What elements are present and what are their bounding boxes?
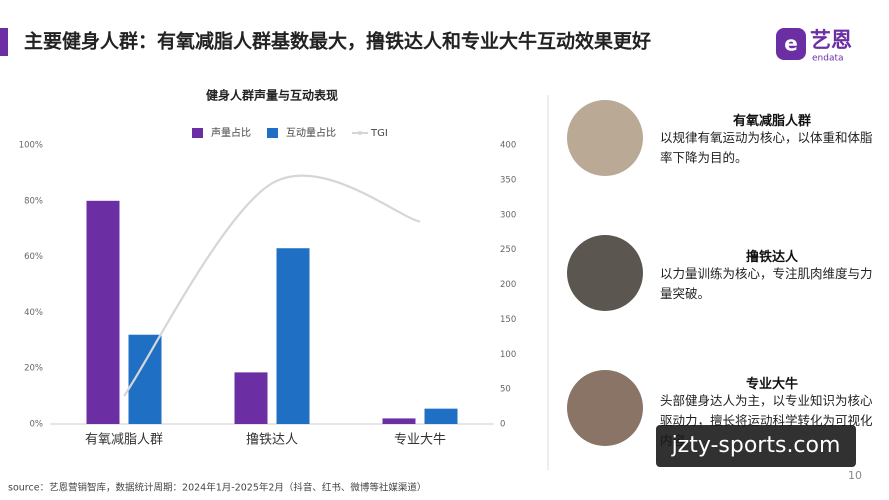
profile-title: 专业大牛 <box>745 377 798 392</box>
y2-tick-label: 300 <box>500 210 516 220</box>
y-tick-label: 0% <box>30 420 44 430</box>
profile-description: 以力量训练为核心，专注肌肉维度与力量突破。 <box>660 266 873 301</box>
source: source：艺恩营销智库，数据统计周期：2024年1月-2025年2月（抖音、… <box>8 482 426 494</box>
logo-icon-letter: e <box>784 32 798 56</box>
legend-marker <box>358 131 362 135</box>
bar <box>86 200 120 424</box>
y-tick-label: 40% <box>24 308 43 318</box>
profile-image <box>567 100 643 176</box>
slide-title: 主要健身人群：有氧减脂人群基数最大，撸铁达人和专业大牛互动效果更好 <box>24 30 651 53</box>
watermark: jzty-sports.com <box>656 425 856 467</box>
logo-icon <box>776 28 806 60</box>
legend-marker <box>192 128 203 138</box>
y-tick-label: 100% <box>19 141 43 151</box>
legend-label: 声量占比 <box>211 126 251 139</box>
y2-tick-label: 200 <box>500 280 516 290</box>
y2-tick-label: 400 <box>500 141 516 151</box>
bar <box>424 408 458 424</box>
bar <box>234 372 268 424</box>
y2-tick-label: 100 <box>500 350 516 360</box>
legend-label: TGI <box>370 128 388 139</box>
y-tick-label: 60% <box>24 252 43 262</box>
profile-image <box>567 370 643 446</box>
y2-tick-label: 250 <box>500 245 516 255</box>
title-accent <box>0 28 8 56</box>
line <box>123 174 421 397</box>
bar <box>276 248 310 424</box>
profile-title: 撸铁达人 <box>745 250 798 265</box>
y-tick-label: 20% <box>24 364 43 374</box>
y2-tick-label: 50 <box>500 385 511 395</box>
y2-tick-label: 350 <box>500 175 516 185</box>
y2-tick-label: 0 <box>500 420 505 430</box>
legend-label: 互动量占比 <box>286 126 336 139</box>
x-tick-label: 有氧减脂人群 <box>85 433 163 448</box>
profile-image <box>567 235 643 311</box>
bar <box>382 418 416 424</box>
x-tick-label: 撸铁达人 <box>246 433 298 448</box>
profile-description: 以规律有氧运动为核心，以体重和体脂率下降为目的。 <box>660 130 873 165</box>
chart-title: 健身人群声量与互动表现 <box>206 88 338 103</box>
profile-images <box>567 100 643 446</box>
logo-sub: endata <box>812 54 844 64</box>
logo: 艺恩 <box>810 28 852 52</box>
y2-tick-label: 150 <box>500 315 516 325</box>
page-number: 10 <box>848 469 862 482</box>
legend-marker <box>267 128 278 138</box>
y-tick-label: 80% <box>24 196 43 206</box>
x-tick-label: 专业大牛 <box>394 433 446 448</box>
profile-title: 有氧减脂人群 <box>732 114 811 129</box>
